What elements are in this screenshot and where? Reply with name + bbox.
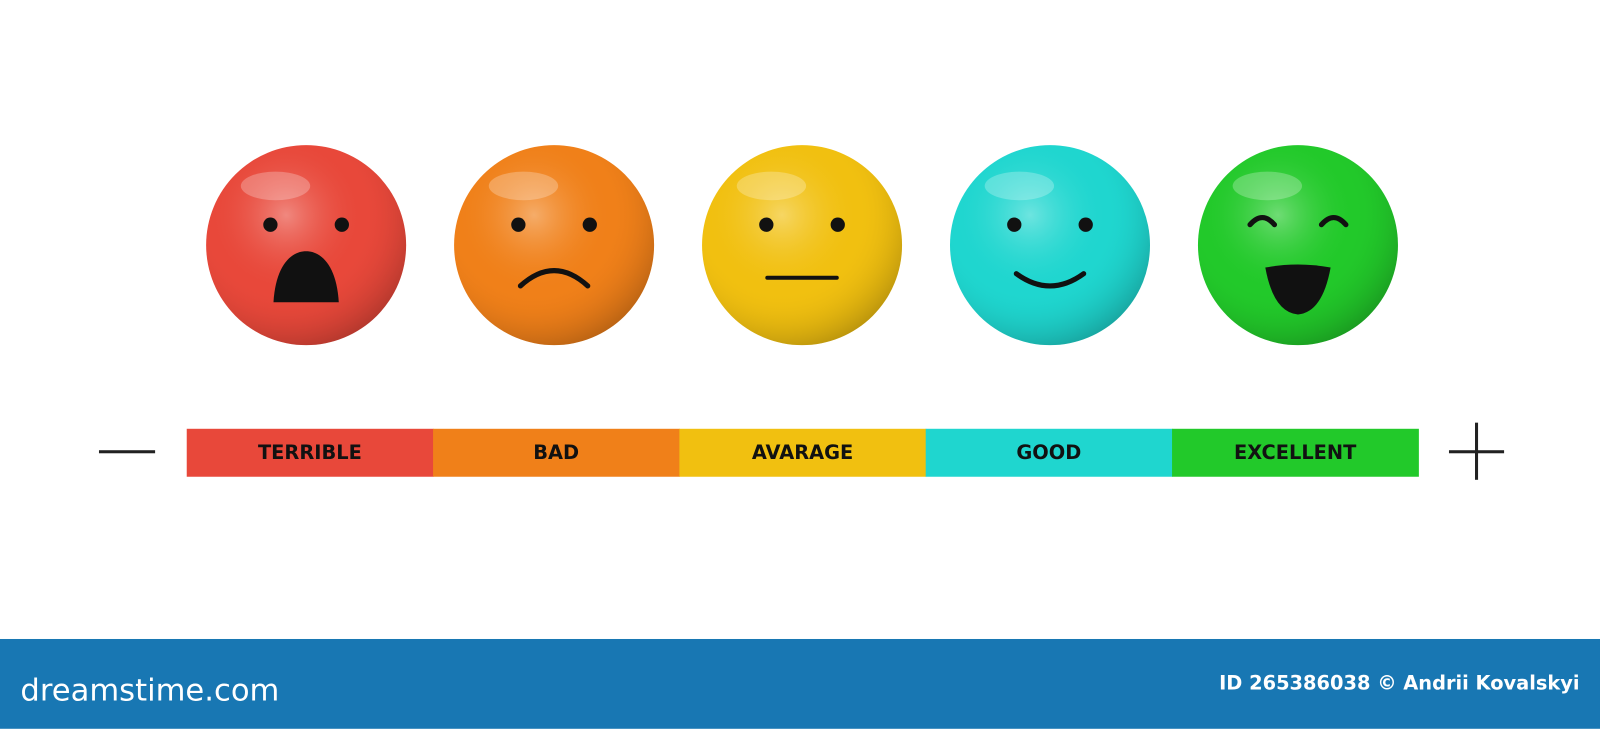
scale-bar: TERRIBLE BAD AVARAGE GOOD EXCELLENT — [186, 428, 1419, 477]
emoji-face — [702, 145, 903, 346]
scale-segment — [679, 428, 927, 477]
scale-segment — [1172, 428, 1419, 477]
footer-band — [0, 638, 1600, 729]
eye — [263, 217, 278, 232]
emoji-face — [1197, 145, 1398, 346]
eye — [1007, 217, 1022, 232]
face-highlight — [736, 171, 807, 201]
plus-sign-v — [1475, 422, 1479, 480]
face-shade — [702, 145, 903, 346]
scale-segment — [433, 428, 680, 477]
scale-segment — [186, 428, 434, 477]
scale-label: GOOD — [1016, 441, 1081, 464]
mouth — [517, 268, 591, 289]
face-shade — [206, 145, 407, 346]
scale-segment — [925, 428, 1173, 477]
mouth — [1265, 264, 1331, 315]
scale-label: BAD — [533, 441, 579, 464]
face-highlight — [240, 171, 311, 201]
minus-sign — [98, 450, 156, 454]
emoji-face — [950, 145, 1150, 346]
scale-label: EXCELLENT — [1234, 441, 1357, 464]
footer-brand: dreamstime.com — [20, 674, 279, 709]
scale-label: AVARAGE — [752, 441, 853, 464]
eye — [511, 217, 526, 232]
mouth — [1013, 271, 1087, 289]
face-highlight — [984, 171, 1055, 201]
eye — [759, 217, 774, 232]
scale-label: TERRIBLE — [258, 441, 362, 464]
eye — [1318, 215, 1349, 228]
eye — [1078, 217, 1093, 232]
mouth — [273, 251, 339, 303]
eye — [582, 217, 597, 232]
face-highlight — [488, 171, 559, 201]
emoji-face — [206, 145, 407, 346]
face-shade — [1197, 145, 1398, 346]
eye — [1247, 215, 1278, 228]
faces — [206, 145, 1398, 346]
eye — [830, 217, 845, 232]
emoji-face — [454, 145, 655, 346]
face-highlight — [1232, 171, 1303, 201]
footer-credit: ID 265386038 © Andrii Kovalskyi — [1219, 671, 1580, 694]
eye — [334, 217, 349, 232]
face-shade — [950, 145, 1150, 346]
face-shade — [454, 145, 655, 346]
